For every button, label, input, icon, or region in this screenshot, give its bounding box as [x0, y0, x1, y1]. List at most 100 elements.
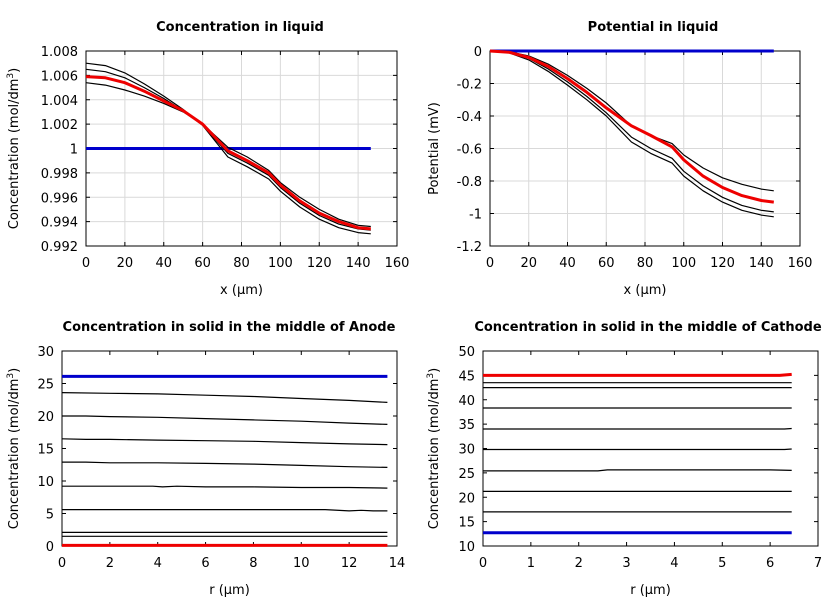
x-tick-label: 14: [389, 556, 406, 571]
y-tick-label: -0.6: [457, 143, 482, 158]
y-tick-label: 25: [458, 467, 475, 482]
x-tick-label: 160: [385, 256, 410, 271]
x-tick-label: 80: [233, 256, 250, 271]
x-axis-label: r (µm): [209, 583, 250, 598]
x-tick-label: 0: [82, 256, 90, 271]
x-tick-label: 120: [307, 256, 332, 271]
x-tick-label: 4: [154, 556, 162, 571]
y-axis-label: Potential (mV): [427, 102, 442, 195]
x-tick-label: 120: [710, 256, 735, 271]
chart-panel-2: 0 20 40 60 80 100 120 140 160 -1.2 -1 -0.8 -0.6 -0.4 -…: [427, 20, 812, 298]
x-axis-label: x (µm): [624, 283, 667, 298]
x-tick-label: 5: [718, 556, 726, 571]
x-tick-label: 3: [622, 556, 630, 571]
y-tick-label: 5: [46, 508, 54, 523]
chart-title: Concentration in liquid: [156, 20, 324, 35]
x-tick-label: 40: [559, 256, 576, 271]
x-tick-label: 0: [479, 556, 487, 571]
series-line-5: [489, 49, 774, 204]
series-line-2: [61, 392, 388, 403]
series-line-7: [62, 509, 388, 512]
x-tick-label: 0: [486, 256, 494, 271]
x-tick-label: 0: [58, 556, 66, 571]
y-tick-label: 1: [70, 143, 78, 158]
series-line-3: [489, 50, 774, 213]
x-tick-label: 2: [575, 556, 583, 571]
x-tick-label: 8: [249, 556, 257, 571]
y-axis-label: Concentration (mol/dm3): [426, 368, 442, 530]
x-tick-label: 4: [670, 556, 678, 571]
y-tick-label: 1.006: [41, 69, 78, 84]
y-tick-label: 15: [458, 516, 475, 531]
y-tick-label: 20: [37, 410, 54, 425]
series-line-3: [62, 415, 388, 425]
y-tick-label: 15: [37, 443, 54, 458]
x-tick-label: 60: [194, 256, 211, 271]
series-line-6: [62, 485, 388, 489]
y-tick-label: 10: [458, 540, 475, 555]
y-axis-label: Concentration (mol/dm3): [6, 68, 22, 230]
y-tick-label: -0.8: [457, 175, 482, 190]
y-tick-label: 35: [458, 418, 475, 433]
x-tick-label: 140: [749, 256, 774, 271]
y-tick-label: 30: [37, 345, 54, 360]
y-tick-label: 45: [458, 369, 475, 384]
y-tick-label: -1: [469, 208, 482, 223]
chart-panel-3: 0 2 4 6 8 10 12 14 0 5 10 15 20 25 30 Concentration in …: [6, 320, 405, 598]
y-tick-label: 50: [458, 345, 475, 360]
x-tick-label: 20: [117, 256, 134, 271]
x-axis-label: x (µm): [220, 283, 263, 298]
x-tick-label: 2: [106, 556, 114, 571]
x-axis-label: r (µm): [630, 583, 671, 598]
plot-frame: [61, 350, 398, 547]
x-tick-label: 100: [671, 256, 696, 271]
chart-panel-1: 0 20 40 60 80 100 120 140 160 0.992 0.994 0.996 0.99…: [6, 20, 409, 298]
y-tick-label: 0.994: [41, 216, 78, 231]
y-tick-label: -0.4: [457, 110, 482, 125]
y-tick-label: 0.996: [41, 191, 78, 206]
chart-title: Concentration in solid in the middle of …: [474, 320, 822, 335]
y-tick-label: 0: [46, 540, 54, 555]
x-tick-label: 6: [201, 556, 209, 571]
y-tick-label: 40: [458, 394, 475, 409]
chart-panel-4: 0 1 2 3 4 5 6 7101520253035404550Concentration …: [426, 320, 822, 598]
x-tick-label: 1: [527, 556, 535, 571]
y-tick-label: 1.002: [41, 118, 78, 133]
series-line-10: [483, 372, 792, 377]
x-tick-label: 12: [341, 556, 358, 571]
x-tick-label: 6: [766, 556, 774, 571]
y-tick-label: 20: [458, 491, 475, 506]
y-axis-label: Concentration (mol/dm3): [6, 368, 22, 530]
series-line-5: [62, 461, 388, 468]
y-tick-label: 0.998: [41, 167, 78, 182]
series-line-4: [85, 82, 371, 228]
series-line-2: [489, 50, 774, 192]
y-tick-label: 1.008: [41, 45, 78, 60]
chart-title: Concentration in solid in the middle of …: [63, 320, 396, 335]
y-tick-label: 0: [474, 45, 482, 60]
x-tick-label: 140: [346, 256, 371, 271]
y-tick-label: 30: [458, 443, 475, 458]
y-tick-label: 0.992: [41, 240, 78, 255]
series-line-4: [489, 50, 774, 218]
series-line-3: [85, 68, 371, 231]
y-tick-label: 1.004: [41, 94, 78, 109]
y-tick-label: -0.2: [457, 78, 482, 93]
x-tick-label: 10: [293, 556, 310, 571]
series-line-5: [483, 448, 792, 451]
series-line-4: [61, 438, 388, 446]
x-tick-label: 60: [598, 256, 615, 271]
y-tick-label: -1.2: [457, 240, 482, 255]
x-tick-label: 7: [814, 556, 822, 571]
x-tick-label: 40: [155, 256, 172, 271]
x-tick-label: 20: [520, 256, 537, 271]
series-line-2: [85, 62, 371, 235]
x-tick-label: 80: [637, 256, 654, 271]
chart-title: Potential in liquid: [588, 20, 719, 35]
series-line-5: [85, 75, 371, 231]
series-line-4: [483, 469, 792, 472]
plot-frame: [482, 350, 819, 547]
x-tick-label: 160: [788, 256, 813, 271]
y-tick-label: 10: [37, 475, 54, 490]
